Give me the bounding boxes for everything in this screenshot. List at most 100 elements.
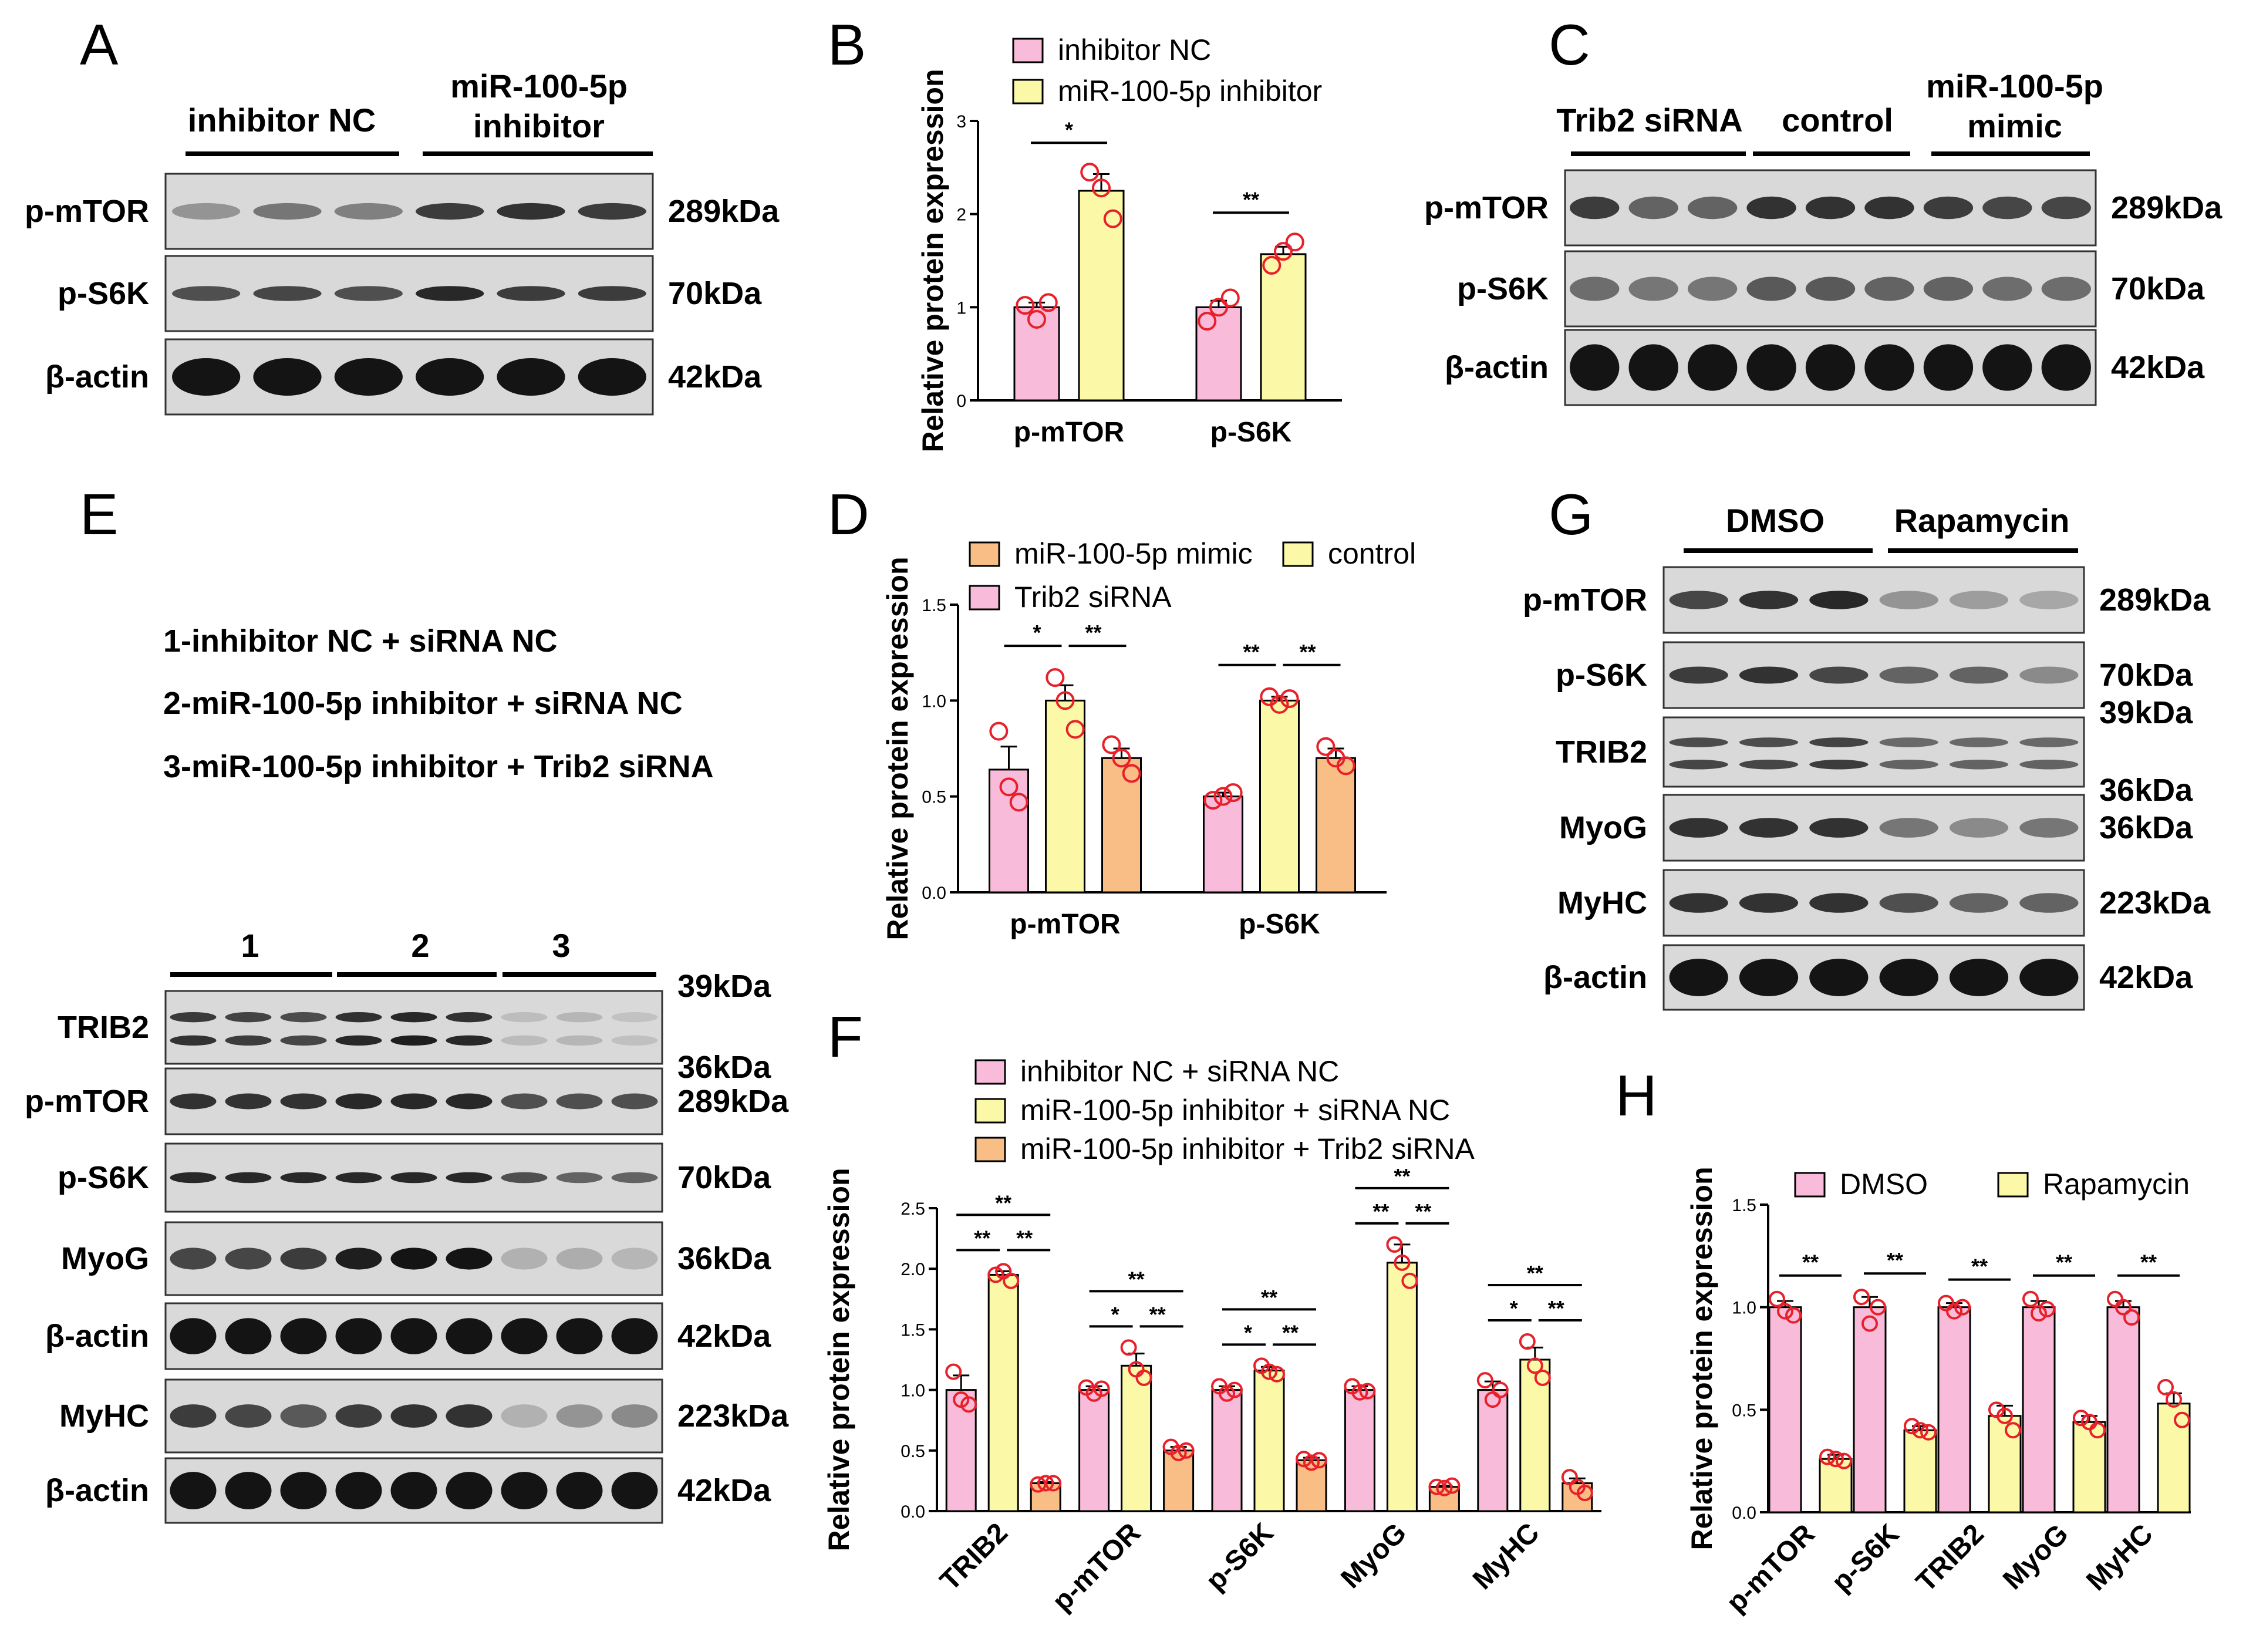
blot-g-row-4-label: MyoG	[1559, 810, 1647, 845]
blot-e-row-4-band-2	[225, 1248, 272, 1270]
blot-e-row-6-kda: 223kDa	[677, 1398, 789, 1434]
chart-h-category-3: TRIB2	[1910, 1518, 1990, 1598]
chart-f-point-1-3-2	[1037, 1475, 1054, 1492]
blot-c-row-3-band-3	[1687, 344, 1738, 391]
chart-h-point-2-1-3	[1870, 1299, 1887, 1316]
blot-c-row-1-band-7	[1923, 196, 1974, 220]
chart-d-bar-2-3	[1316, 757, 1356, 894]
blot-c-row-1-band-5	[1805, 196, 1856, 220]
blot-g-row-5-band-4	[1879, 893, 1938, 913]
chart-h-point-5-2-3	[2174, 1411, 2191, 1428]
blot-e-row-1-band-3-2	[280, 1035, 327, 1046]
chart-d-point-2-2-3	[1280, 689, 1299, 709]
blot-a-row-1-band-6	[578, 203, 646, 220]
blot-g-row-1-band-6	[2019, 591, 2079, 609]
blot-e-row-1-band-4-2	[335, 1035, 382, 1046]
chart-f-bar-4-3	[1428, 1486, 1460, 1512]
chart-f-sig-3-3: **	[1261, 1285, 1277, 1309]
chart-d-bar-2-2	[1259, 699, 1300, 894]
blot-g-row-3-kda-1: 39kDa	[2099, 695, 2193, 730]
blot-e-row-3-label: p-S6K	[58, 1160, 149, 1195]
blot-g-row-1-band-1	[1669, 591, 1728, 609]
chart-b-category-2: p-S6K	[1210, 417, 1292, 448]
chart-h-category-5: MyHC	[2080, 1518, 2159, 1597]
blot-e-legend-3: 3-miR-100-5p inhibitor + Trib2 siRNA	[163, 749, 714, 784]
chart-f-bar-5-1	[1477, 1389, 1509, 1512]
chart-h-point-5-2-1	[2157, 1378, 2174, 1395]
blot-g-row-1-membrane	[1662, 566, 2085, 634]
blot-g-row-6: β-actin 42kDa	[1543, 944, 2193, 1011]
blot-c-row-2-band-8	[1982, 277, 2032, 301]
blot-e-row-5-band-4	[335, 1318, 382, 1354]
chart-b-ytick-label-0: 0	[956, 392, 966, 411]
chart-f-sig-5-3: **	[1527, 1261, 1543, 1285]
chart-d-bar-1-2	[1045, 699, 1085, 894]
chart-h-point-5-2-2	[2166, 1391, 2182, 1408]
blot-a-row-2-band-6	[578, 286, 646, 301]
blot-e-row-1-band-8-2	[556, 1035, 603, 1046]
blot-e-row-5-band-6	[446, 1318, 493, 1354]
blot-e-row-1-band-1-1	[170, 1012, 217, 1023]
blot-e-row-2: p-mTOR 289kDa	[25, 1067, 789, 1135]
blot-e-row-3: p-S6K 70kDa	[58, 1142, 771, 1213]
blot-e-row-5-band-7	[501, 1318, 548, 1354]
chart-f-point-3-2-2	[1261, 1363, 1277, 1380]
blot-e-row-6-band-5	[390, 1404, 437, 1428]
blot-e-row-5-band-5	[390, 1318, 437, 1354]
chart-f-point-5-3-3	[1576, 1485, 1593, 1502]
blot-e-row-1-band-2-2	[225, 1035, 272, 1046]
blot-g-row-4: MyoG 36kDa	[1559, 794, 2193, 862]
chart-d-legend-label-3: Trib2 siRNA	[1014, 581, 1172, 613]
chart-b-point-2-2-2	[1274, 242, 1293, 261]
blot-e-row-6-band-1	[170, 1404, 217, 1428]
chart-f-point-5-1-1	[1476, 1372, 1493, 1389]
blot-g-row-1-band-2	[1739, 591, 1799, 609]
blot-a-row-1-band-4	[416, 203, 484, 220]
blot-c: Trib2 siRNA control miR-100-5p mimic p-m…	[1424, 68, 2223, 406]
blot-a-row-3-band-6	[578, 358, 646, 396]
blot-e: 1-inhibitor NC + siRNA NC 2-miR-100-5p i…	[25, 623, 789, 1524]
chart-h-bar-3-2	[1988, 1415, 2022, 1513]
chart-h-sig-2: **	[1887, 1248, 1903, 1272]
blot-g-row-1-band-5	[1949, 591, 2009, 609]
chart-h-point-3-2-3	[2005, 1422, 2022, 1439]
blot-e-row-6-band-9	[611, 1404, 658, 1428]
blot-a-row-1-band-2	[253, 203, 322, 220]
blot-g-row-3-band-2-2	[1739, 759, 1799, 770]
chart-f-sig-3-2: **	[1282, 1320, 1299, 1344]
chart-b-sig-2: **	[1243, 187, 1259, 211]
blot-g-row-4-band-3	[1809, 818, 1869, 838]
panel-letter-a: A	[80, 12, 119, 77]
chart-f-point-5-2-1	[1519, 1333, 1536, 1350]
chart-b-category-1: p-mTOR	[1014, 417, 1124, 448]
blot-a-row-3-kda: 42kDa	[668, 359, 762, 395]
chart-f-sig-4-3: **	[1394, 1164, 1410, 1188]
blot-g-row-6-membrane	[1662, 944, 2085, 1011]
blot-a-row-2-band-1	[172, 286, 241, 301]
blot-e-row-6-band-2	[225, 1404, 272, 1428]
blot-c-row-2-band-5	[1805, 277, 1856, 301]
blot-a-row-3-band-4	[416, 358, 484, 396]
blot-c-row-3-band-2	[1628, 344, 1678, 391]
blot-e-row-3-band-9	[611, 1172, 658, 1184]
blot-g-row-6-band-4	[1879, 959, 1938, 996]
chart-f-bar-3-2	[1253, 1370, 1285, 1512]
blot-c-row-2: p-S6K 70kDa	[1457, 250, 2205, 328]
blot-e-row-2-band-7	[501, 1093, 548, 1110]
chart-b-legend-swatch-2	[1012, 79, 1044, 104]
blot-c-row-1-band-3	[1687, 196, 1738, 220]
chart-f-legend-swatch-1	[974, 1059, 1006, 1085]
chart-f-point-2-3-2	[1170, 1444, 1187, 1461]
blot-e-row-7-label: β-actin	[45, 1473, 149, 1508]
chart-b-legend-label-2: miR-100-5p inhibitor	[1058, 75, 1322, 107]
blot-e-row-1-band-8-1	[556, 1012, 603, 1023]
chart-b-bar-1-2	[1078, 190, 1125, 402]
chart-h-legend-swatch-2	[1997, 1172, 2029, 1198]
blot-c-row-3-kda: 42kDa	[2111, 350, 2205, 385]
blot-g-row-2-label: p-S6K	[1556, 658, 1647, 693]
chart-f-point-1-2-3	[1003, 1272, 1020, 1289]
blot-g-row-6-band-1	[1669, 959, 1728, 996]
blot-a-group-2-line-1: miR-100-5p	[450, 68, 628, 104]
chart-f-sig-1-3: **	[995, 1191, 1011, 1215]
blot-g-row-1-band-4	[1879, 591, 1938, 609]
